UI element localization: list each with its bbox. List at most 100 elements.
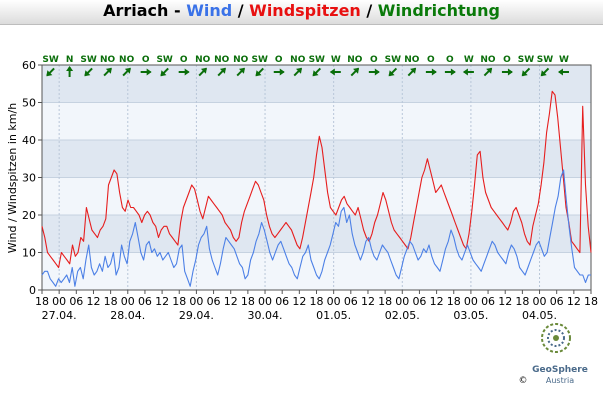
direction-label: W: [559, 55, 569, 65]
station-name: Arriach: [103, 1, 169, 20]
title-bar: Arriach - Wind / Windspitzen / Windricht…: [0, 0, 603, 25]
x-tick-label: 18: [310, 295, 324, 308]
direction-arrow-icon: [293, 67, 303, 77]
direction-label: NO: [119, 55, 135, 65]
x-tick-label: 00: [395, 295, 409, 308]
direction-label: SW: [537, 55, 553, 65]
direction-layer: SW N SW NO NO O SW O NO NO NO SW O NO SW W NO O SW NO O O W NO O…: [42, 55, 569, 77]
arrow-head: [374, 68, 380, 76]
x-tick-label: 00: [52, 295, 66, 308]
x-tick-label: 00: [121, 295, 135, 308]
plot-band: [42, 102, 591, 140]
plot-band: [42, 177, 591, 215]
arrow-head: [486, 67, 493, 74]
direction-arrow-icon: [444, 68, 456, 76]
y-axis-label: Wind / Windspitzen in km/h: [6, 103, 19, 253]
y-tick-label: 60: [22, 59, 36, 72]
arrow-head: [507, 68, 513, 76]
arrow-head: [388, 70, 395, 77]
direction-arrow-icon: [557, 68, 569, 76]
x-tick-label: 18: [241, 295, 255, 308]
arrow-head: [146, 68, 152, 76]
x-tick-label: 06: [344, 295, 358, 308]
direction-label: NO: [214, 55, 230, 65]
direction-arrow-icon: [255, 67, 264, 77]
x-tick-label: 06: [207, 295, 221, 308]
direction-arrow-icon: [217, 67, 226, 77]
direction-arrow-icon: [312, 67, 322, 77]
title-gust: Windspitzen: [249, 1, 361, 20]
arrow-head: [312, 70, 319, 77]
arrow-head: [238, 67, 245, 74]
direction-label: O: [180, 55, 188, 65]
arrow-head: [329, 68, 335, 76]
arrow-head: [353, 67, 360, 74]
direction-label: O: [446, 55, 454, 65]
x-tick-label: 18: [104, 295, 118, 308]
direction-arrow-icon: [103, 67, 112, 77]
copyright-symbol: ©: [519, 376, 528, 386]
y-tick-label: 10: [22, 247, 36, 260]
direction-label: O: [142, 55, 150, 65]
arrow-head: [124, 67, 131, 74]
arrow-head: [462, 68, 468, 76]
arrow-head: [66, 66, 74, 71]
direction-arrow-icon: [388, 67, 398, 77]
x-tick-label: 18: [447, 295, 461, 308]
arrow-head: [46, 70, 53, 77]
direction-label: NO: [347, 55, 363, 65]
x-tick-label: 06: [69, 295, 83, 308]
direction-arrow-icon: [368, 68, 380, 76]
x-tick-label: 12: [86, 295, 100, 308]
x-tick-label: 12: [224, 295, 238, 308]
y-axis-ticks: 0 10 20 30 40 50 60: [22, 59, 42, 297]
direction-label: SW: [80, 55, 96, 65]
x-tick-label: 00: [258, 295, 272, 308]
plot-bands: [42, 65, 591, 290]
x-tick-label: 00: [464, 295, 478, 308]
direction-label: O: [370, 55, 378, 65]
direction-arrow-icon: [540, 67, 550, 77]
title-separator: /: [232, 1, 250, 20]
y-tick-label: 40: [22, 134, 36, 147]
x-tick-label: 00: [533, 295, 547, 308]
direction-label: W: [331, 55, 341, 65]
x-axis-ticks: 18 00 06 12 18 00 06 12 18 00 06 12 18 00 06 12 18 00 06 12…: [35, 290, 598, 322]
direction-label: N: [66, 55, 74, 65]
direction-label: NO: [480, 55, 496, 65]
direction-label: SW: [42, 55, 58, 65]
x-tick-label: 18: [515, 295, 529, 308]
arrow-head: [184, 68, 190, 76]
x-tick-label: 06: [550, 295, 564, 308]
x-tick-label: 18: [172, 295, 186, 308]
x-tick-label: 06: [275, 295, 289, 308]
direction-label: O: [427, 55, 435, 65]
arrow-head: [219, 67, 226, 74]
x-tick-label: 06: [138, 295, 152, 308]
direction-label: SW: [518, 55, 534, 65]
arrow-head: [450, 68, 456, 76]
date-label: 02.05.: [385, 309, 420, 322]
x-tick-label: 12: [155, 295, 169, 308]
direction-label: O: [503, 55, 511, 65]
direction-arrow-icon: [350, 67, 360, 77]
x-tick-label: 12: [361, 295, 375, 308]
direction-label: NO: [195, 55, 211, 65]
direction-label: NO: [290, 55, 306, 65]
x-tick-label: 06: [481, 295, 495, 308]
arrow-head: [521, 70, 528, 77]
title-separator: -: [168, 1, 187, 20]
direction-arrow-icon: [501, 68, 513, 76]
direction-label: SW: [156, 55, 172, 65]
x-tick-label: 00: [327, 295, 341, 308]
logo-sub: Austria: [546, 376, 574, 385]
date-label: 28.04.: [110, 309, 145, 322]
direction-arrow-icon: [140, 68, 152, 76]
direction-arrow-icon: [66, 66, 74, 77]
arrow-head: [160, 70, 167, 77]
direction-label: O: [275, 55, 283, 65]
arrow-head: [431, 68, 437, 76]
date-label: 27.04.: [42, 309, 77, 322]
direction-label: NO: [233, 55, 249, 65]
